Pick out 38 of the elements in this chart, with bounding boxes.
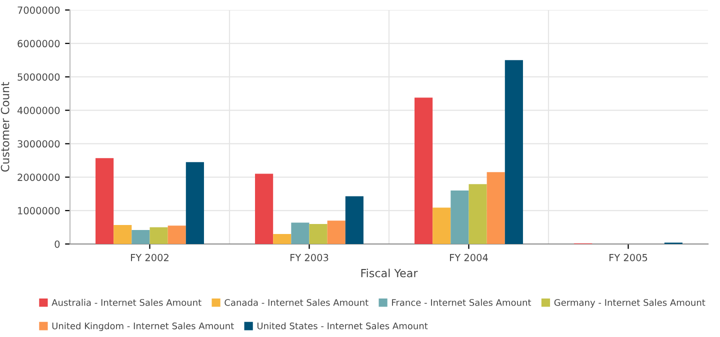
bar xyxy=(450,190,469,244)
bar xyxy=(309,224,328,244)
legend-label: France - Internet Sales Amount xyxy=(392,298,532,306)
legend-label: United Kingdom - Internet Sales Amount xyxy=(52,322,234,332)
y-axis-title: Customer Count xyxy=(0,82,10,172)
y-tick-label: 6000000 xyxy=(18,40,60,48)
bar xyxy=(432,208,451,244)
y-tick-label: 7000000 xyxy=(18,6,60,14)
y-tick-label: 4000000 xyxy=(17,106,60,114)
bar xyxy=(255,174,274,244)
bar xyxy=(186,162,204,244)
y-tick-label: 5000000 xyxy=(18,73,60,81)
bar xyxy=(504,60,523,244)
bar xyxy=(414,98,433,244)
bar xyxy=(486,172,505,244)
legend-label: United States - Internet Sales Amount xyxy=(257,322,428,330)
y-tick-label: 3000000 xyxy=(18,140,60,148)
x-tick-label: FY 2002 xyxy=(131,254,168,262)
bar xyxy=(345,196,364,244)
legend-label: Canada - Internet Sales Amount xyxy=(224,298,368,306)
bar xyxy=(96,158,114,244)
x-tick-label: FY 2005 xyxy=(610,254,648,262)
y-tick-label: 0 xyxy=(54,240,60,248)
bar xyxy=(273,234,292,244)
bar xyxy=(327,220,346,244)
bar xyxy=(114,224,132,244)
bar xyxy=(150,227,168,244)
bar xyxy=(468,184,487,244)
bar xyxy=(132,230,150,244)
bar xyxy=(168,226,186,244)
x-tick-label: FY 2004 xyxy=(450,254,488,262)
x-tick-label: FY 2003 xyxy=(290,254,328,262)
y-tick-label: 1000000 xyxy=(18,207,60,214)
legend-label: Germany - Internet Sales Amount xyxy=(554,298,706,308)
legend-label: Australia - Internet Sales Amount xyxy=(52,298,202,306)
bar xyxy=(291,222,310,244)
y-tick-label: 2000000 xyxy=(18,174,60,181)
x-axis-title: Fiscal Year xyxy=(361,268,418,278)
